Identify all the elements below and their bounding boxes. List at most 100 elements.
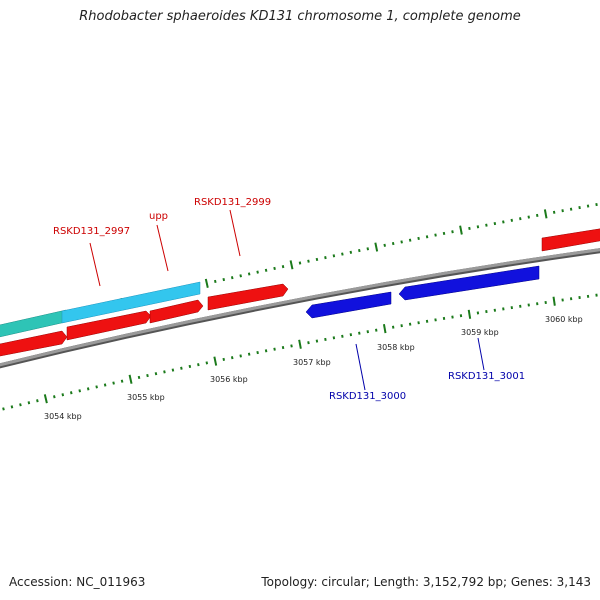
inner-major-tick bbox=[128, 374, 133, 384]
inner-minor-tick bbox=[146, 373, 149, 378]
inner-minor-tick bbox=[324, 337, 327, 341]
outer-minor-tick bbox=[417, 236, 420, 241]
outer-minor-tick bbox=[349, 250, 353, 254]
leader-rskd131-3001 bbox=[477, 337, 485, 371]
inner-minor-tick bbox=[180, 366, 183, 370]
inner-minor-tick bbox=[341, 334, 344, 338]
inner-major-tick bbox=[552, 296, 556, 306]
inner-minor-tick bbox=[163, 370, 166, 374]
inner-minor-tick bbox=[171, 368, 175, 372]
inner-minor-tick bbox=[154, 372, 158, 376]
inner-minor-tick bbox=[95, 385, 98, 389]
reverse-strand-genes bbox=[305, 265, 540, 319]
inner-minor-tick bbox=[256, 350, 259, 355]
outer-minor-tick bbox=[247, 272, 251, 276]
outer-minor-tick bbox=[391, 242, 395, 246]
outer-minor-tick bbox=[324, 256, 327, 260]
label-rskd131-2999[interactable]: RSKD131_2999 bbox=[194, 197, 271, 208]
inner-minor-tick bbox=[230, 356, 234, 360]
inner-minor-tick bbox=[307, 341, 310, 345]
label-upp[interactable]: upp bbox=[149, 211, 168, 222]
outer-minor-tick bbox=[451, 230, 454, 234]
inner-minor-tick bbox=[103, 383, 107, 387]
kbp-label-3060: 3060 kbp bbox=[545, 315, 583, 324]
inner-minor-tick bbox=[281, 345, 285, 350]
inner-minor-tick bbox=[36, 399, 39, 403]
forward-strand-genes bbox=[0, 228, 600, 357]
outer-minor-tick bbox=[315, 257, 319, 261]
outer-minor-tick bbox=[222, 277, 226, 282]
kbp-labels: 3054 kbp 3055 kbp 3056 kbp 3057 kbp 3058… bbox=[44, 315, 583, 421]
inner-minor-tick bbox=[78, 389, 82, 393]
outer-minor-tick bbox=[586, 204, 590, 208]
gene-forward-4[interactable] bbox=[207, 283, 289, 311]
outer-major-tick bbox=[543, 209, 548, 219]
inner-minor-tick bbox=[205, 361, 209, 365]
gene-forward-1[interactable] bbox=[0, 330, 68, 357]
label-rskd131-3001[interactable]: RSKD131_3001 bbox=[448, 371, 525, 382]
inner-minor-tick bbox=[61, 393, 65, 397]
inner-minor-tick bbox=[112, 381, 115, 385]
gene-rskd131-3000[interactable] bbox=[305, 291, 392, 319]
outer-minor-tick bbox=[213, 279, 217, 284]
inner-minor-tick bbox=[53, 395, 56, 399]
inner-minor-tick bbox=[69, 391, 73, 395]
inner-minor-tick bbox=[188, 364, 192, 369]
inner-major-tick bbox=[43, 394, 48, 404]
outer-minor-tick bbox=[434, 233, 437, 237]
outer-minor-tick bbox=[383, 243, 386, 247]
inner-minor-tick bbox=[222, 357, 226, 361]
inner-minor-tick bbox=[19, 403, 22, 407]
outer-major-tick bbox=[289, 260, 294, 270]
outer-minor-tick bbox=[358, 248, 361, 253]
label-rskd131-3000[interactable]: RSKD131_3000 bbox=[329, 391, 406, 402]
inner-minor-tick bbox=[332, 336, 336, 340]
outer-minor-tick bbox=[408, 238, 412, 242]
inner-minor-tick bbox=[247, 352, 251, 356]
chromosome-backbone bbox=[0, 248, 600, 369]
gene-labels: RSKD131_2997 upp RSKD131_2999 RSKD131_30… bbox=[53, 197, 525, 402]
inner-minor-tick bbox=[315, 339, 319, 343]
inner-minor-tick bbox=[120, 379, 124, 383]
inner-major-tick bbox=[382, 324, 387, 334]
inner-tick-row bbox=[2, 293, 598, 411]
leader-upp bbox=[156, 224, 169, 272]
outer-major-tick bbox=[459, 225, 463, 235]
outer-minor-tick bbox=[561, 209, 564, 213]
kbp-label-3054: 3054 kbp bbox=[44, 412, 82, 421]
inner-major-tick bbox=[213, 356, 218, 366]
inner-minor-tick bbox=[349, 333, 353, 337]
outer-minor-tick bbox=[578, 206, 581, 210]
inner-minor-tick bbox=[239, 354, 242, 358]
outer-minor-tick bbox=[502, 220, 505, 224]
kbp-label-3059: 3059 kbp bbox=[461, 328, 499, 337]
outer-minor-tick bbox=[519, 217, 522, 221]
gene-rna-upp-region[interactable] bbox=[61, 281, 201, 324]
gene-forward-3[interactable] bbox=[149, 299, 204, 324]
outer-minor-tick bbox=[366, 247, 370, 251]
outer-minor-tick bbox=[400, 240, 403, 244]
outer-minor-tick bbox=[425, 235, 429, 239]
outer-minor-tick bbox=[230, 276, 234, 280]
inner-major-tick bbox=[467, 309, 472, 319]
map-title: Rhodobacter sphaeroides KD131 chromosome… bbox=[79, 9, 521, 24]
inner-major-tick bbox=[298, 339, 302, 349]
label-rskd131-2997[interactable]: RSKD131_2997 bbox=[53, 226, 130, 237]
inner-minor-tick bbox=[27, 401, 31, 405]
gene-forward-2[interactable] bbox=[66, 310, 152, 341]
outer-minor-tick bbox=[468, 226, 471, 230]
gene-rskd131-3001[interactable] bbox=[398, 265, 540, 301]
inner-minor-tick bbox=[264, 349, 268, 353]
inner-minor-tick bbox=[86, 387, 90, 391]
inner-minor-tick bbox=[10, 405, 14, 409]
inner-minor-tick bbox=[197, 363, 200, 367]
leader-rskd131-2999 bbox=[229, 209, 241, 257]
outer-minor-tick bbox=[307, 259, 310, 263]
outer-minor-tick bbox=[493, 221, 497, 226]
outer-minor-tick bbox=[485, 223, 488, 227]
gene-forward-5[interactable] bbox=[541, 228, 600, 252]
outer-major-tick bbox=[204, 278, 209, 288]
accession-text: Accession: NC_011963 bbox=[9, 575, 146, 589]
inner-minor-tick bbox=[273, 347, 276, 351]
